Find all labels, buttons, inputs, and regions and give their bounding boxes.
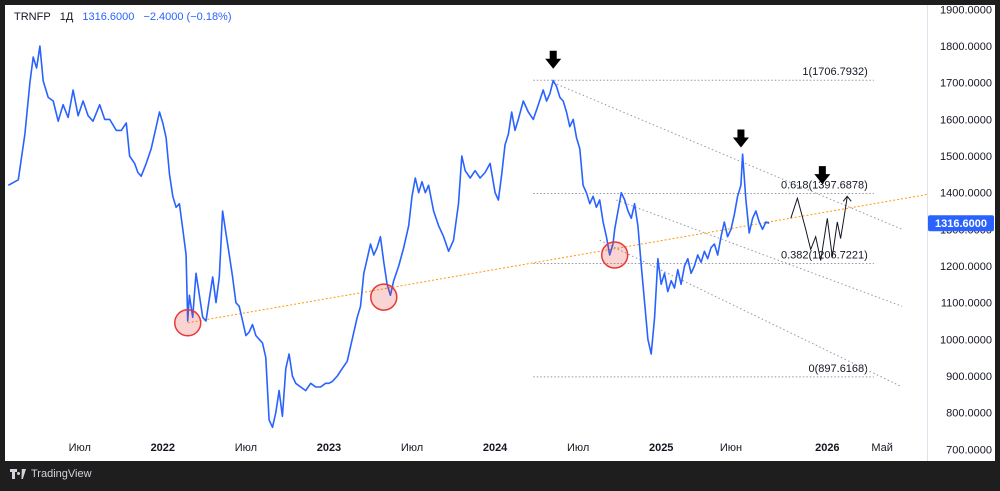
down-arrow-icon [545,50,562,69]
highlight-circle [173,309,202,337]
highlight-circle [600,241,629,269]
x-tick-label: Июл [69,442,91,454]
interval-label[interactable]: 1Д [59,11,74,23]
tradingview-brand[interactable]: TradingView [10,468,92,480]
x-tick-label: Июл [235,442,257,454]
y-tick-label: 1500.0000 [940,151,992,163]
channel-line [599,239,903,388]
fib-level-label: 0(897.6168) [809,363,868,375]
down-arrow-icon [814,166,831,185]
brand-label: TradingView [31,468,92,480]
y-tick-label: 1800.0000 [940,41,992,53]
x-tick-label: Май [871,442,893,454]
fib-level-label: 0.618(1397.6878) [781,180,868,192]
y-tick-label: 1100.0000 [941,298,992,310]
chart-panel[interactable] [5,5,927,461]
price-series-line [7,45,770,429]
y-tick-label: 900.0000 [946,371,992,383]
x-tick-label: Июл [567,442,589,454]
y-tick-label: 1600.0000 [940,114,992,126]
fib-level-label: 0.382(1206.7221) [781,250,868,262]
plot-area: 1(1706.7932) 0.618(1397.6878) 0.382(1206.7… [7,45,927,429]
x-tick-label: 2024 [483,442,508,454]
y-tick-label: 1200.0000 [940,261,992,273]
y-tick-label: 1700.0000 [940,78,992,90]
y-tick-label: 1900.0000 [940,4,992,16]
x-tick-label: Июн [720,442,742,454]
y-tick-label: 1000.0000 [940,334,992,346]
x-tick-label: 2025 [649,442,673,454]
y-tick-label: 700.0000 [946,444,992,456]
trend-line [187,194,927,324]
tradingview-logo-icon [10,469,26,479]
x-tick-label: 2023 [317,442,341,454]
highlight-circle [370,283,398,311]
last-price-badge [928,215,994,232]
y-tick-label: 800.0000 [946,408,992,420]
channel-line [553,82,903,230]
projection-path [790,196,848,261]
down-arrow-icon [732,129,749,148]
price-change: −2.4000 (−0.18%) [143,11,232,23]
x-tick-label: Июл [401,442,423,454]
x-tick-label: 2022 [151,442,175,454]
fib-level-label: 1(1706.7932) [802,66,867,78]
y-tick-label: 1400.0000 [940,188,992,200]
price-value: 1316.6000 [82,11,135,23]
last-price-label: 1316.6000 [935,218,987,230]
channel-line [616,199,903,307]
chart-header: TRNFP 1Д 1316.6000 −2.4000 (−0.18%) [14,11,232,23]
symbol-label[interactable]: TRNFP [14,11,51,23]
x-tick-label: 2026 [815,442,839,454]
price-axis[interactable] [927,5,995,461]
projection-arrowhead [842,195,852,202]
